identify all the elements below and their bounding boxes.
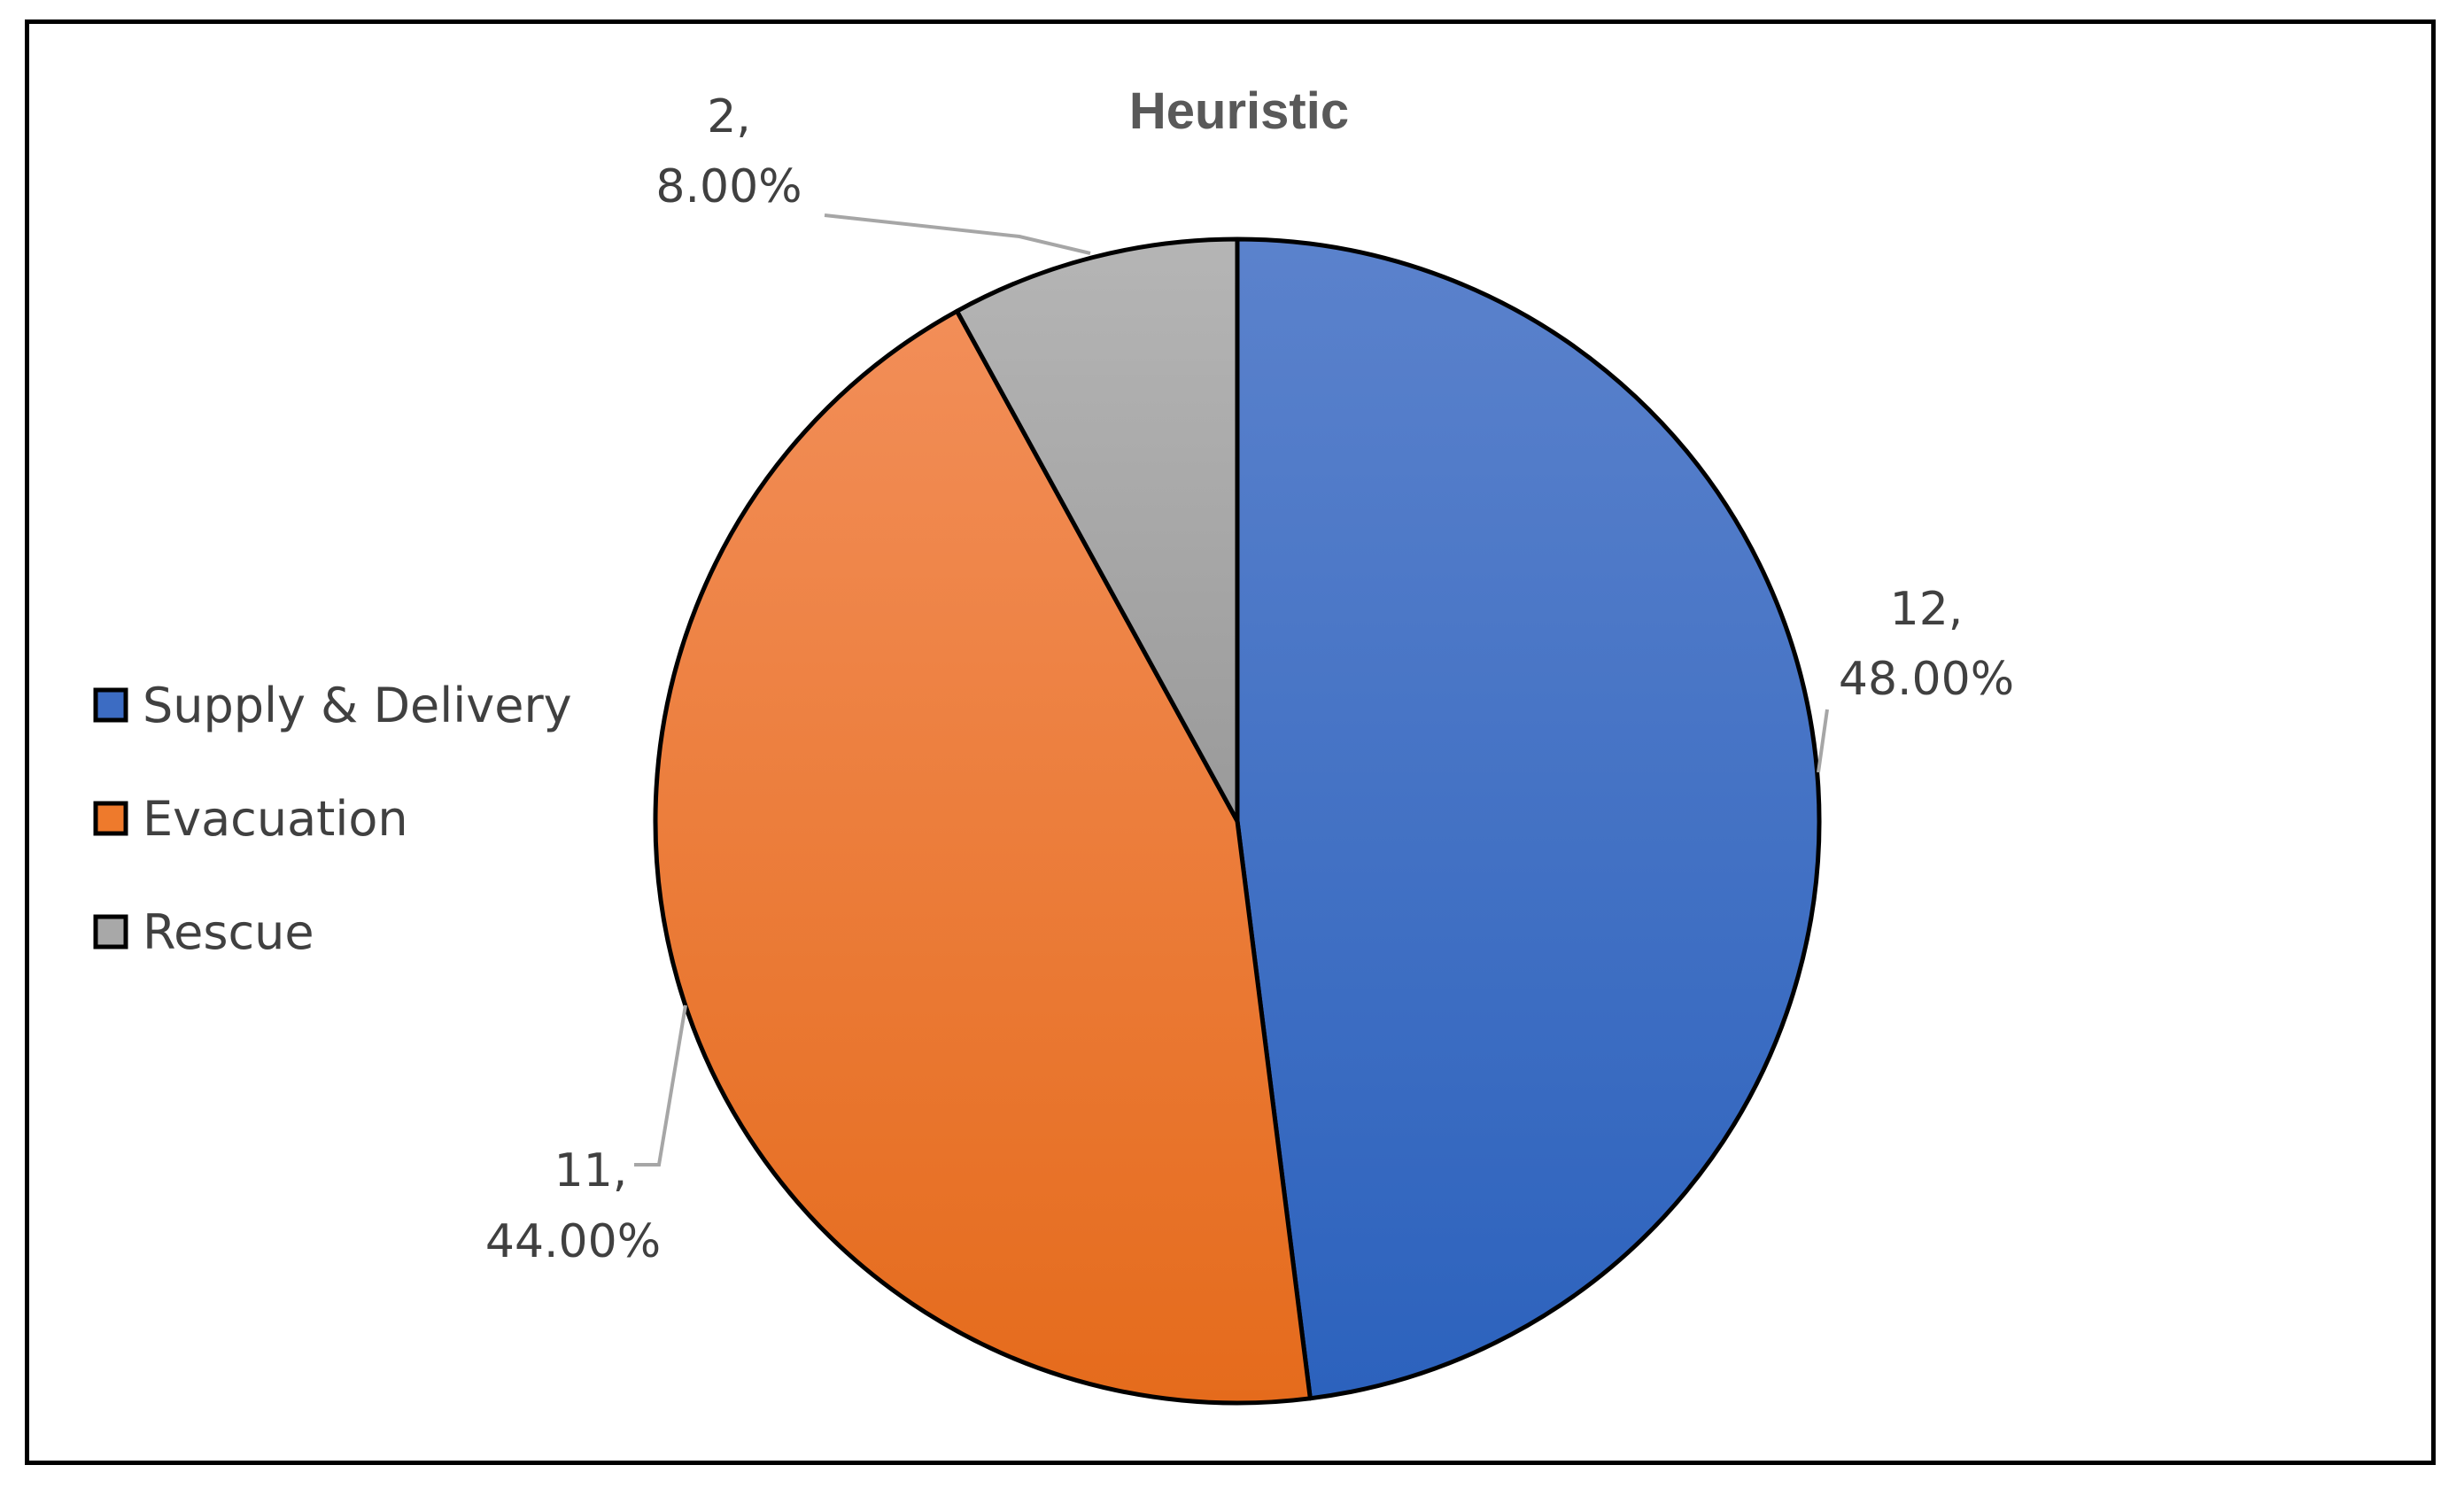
legend: Supply & Delivery Evacuation Rescue — [93, 678, 572, 960]
leader-lines — [634, 213, 1829, 1167]
leader-line-evacuation — [634, 1004, 687, 1167]
legend-label-supply-delivery: Supply & Delivery — [143, 678, 572, 733]
chart-frame: Heuristic 12, 48.00% 11, 44.00% 2, 8.00%… — [25, 19, 2436, 1465]
data-label-evacuation-count: 11, — [554, 1144, 628, 1198]
leader-line-supply-delivery — [1817, 709, 1829, 773]
pie-chart: Heuristic 12, 48.00% 11, 44.00% 2, 8.00%… — [93, 82, 2014, 1406]
legend-swatch-supply-delivery — [93, 687, 128, 723]
legend-item-evacuation: Evacuation — [93, 791, 408, 847]
legend-label-rescue: Rescue — [143, 904, 314, 960]
pie-slice-rescue — [954, 236, 1240, 824]
legend-item-rescue: Rescue — [93, 904, 314, 960]
pie-slice-supply-delivery — [1235, 236, 1822, 1401]
data-label-supply-delivery: 12, 48.00% — [1839, 583, 2014, 706]
data-label-supply-delivery-count: 12, — [1890, 583, 1964, 636]
data-label-supply-delivery-percent: 48.00% — [1839, 653, 2014, 706]
pie-slices — [653, 236, 1822, 1406]
legend-swatch-evacuation — [93, 801, 128, 836]
data-label-rescue: 2, 8.00% — [655, 90, 802, 213]
data-label-rescue-percent: 8.00% — [655, 160, 802, 213]
legend-label-evacuation: Evacuation — [143, 791, 408, 847]
data-label-evacuation-percent: 44.00% — [485, 1215, 661, 1268]
legend-swatch-rescue — [93, 914, 128, 950]
pie-slice-evacuation — [653, 308, 1313, 1406]
leader-line-rescue — [824, 213, 1091, 255]
data-label-evacuation: 11, 44.00% — [485, 1144, 661, 1268]
data-label-rescue-count: 2, — [707, 90, 751, 143]
chart-title: Heuristic — [1129, 82, 1349, 140]
legend-item-supply-delivery: Supply & Delivery — [93, 678, 572, 733]
